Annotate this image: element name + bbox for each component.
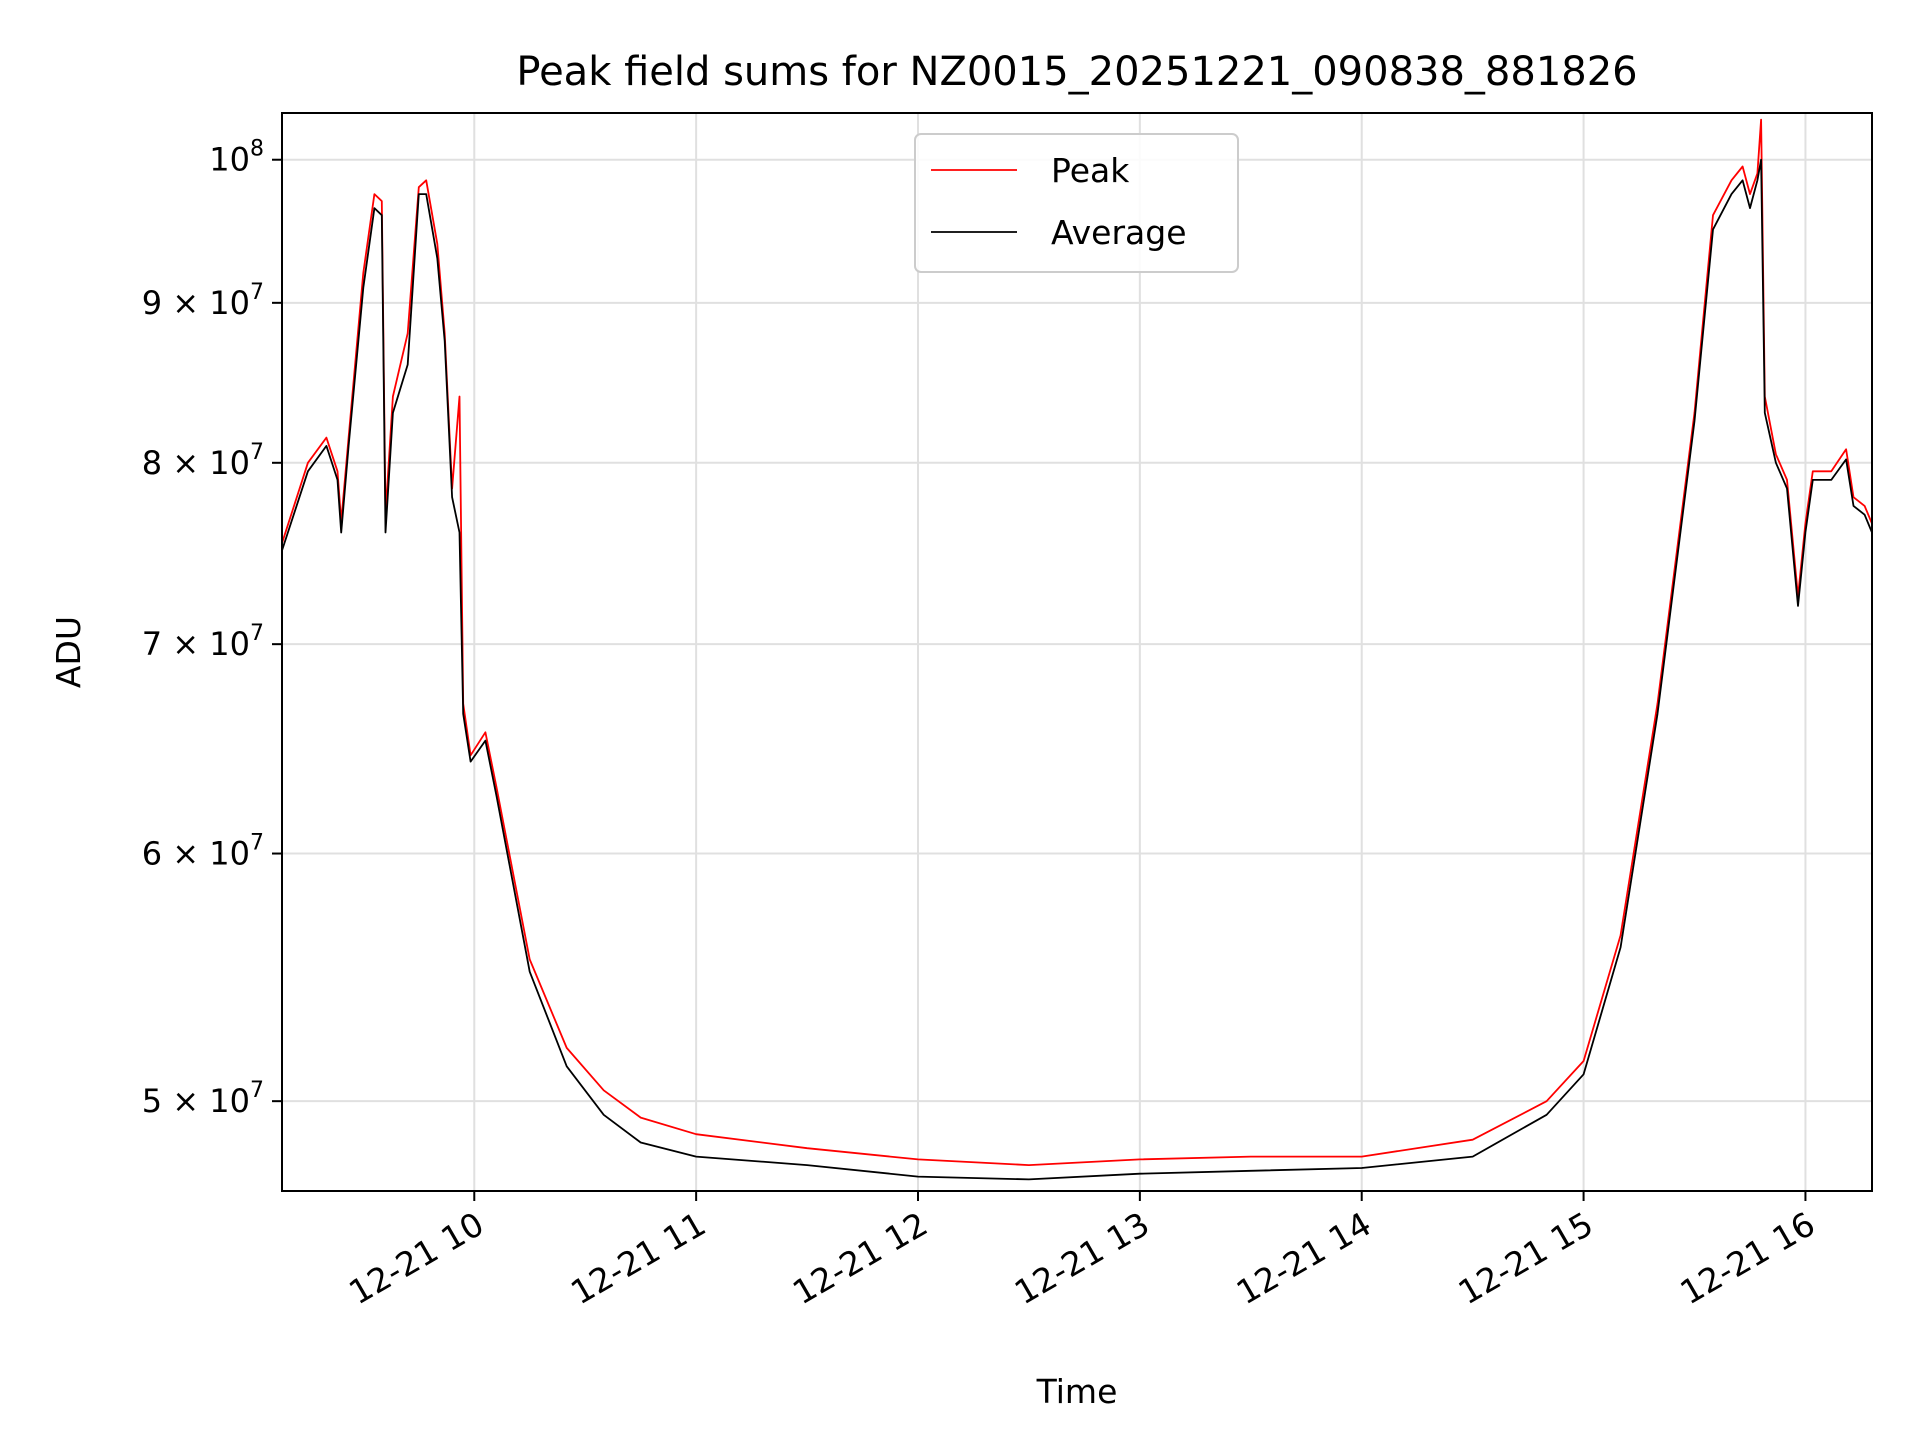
y-tick-label: 6 × 107 — [142, 831, 264, 873]
series-group — [281, 118, 1873, 1181]
y-tick-label: 5 × 107 — [142, 1078, 264, 1120]
legend: Peak Average — [914, 133, 1239, 273]
x-axis-label: Time — [1036, 1372, 1118, 1411]
chart-title: Peak field sums for NZ0015_20251221_0908… — [516, 49, 1637, 95]
y-tick-label: 9 × 107 — [142, 280, 264, 322]
series-line-average — [281, 158, 1873, 1181]
legend-label-peak: Peak — [1051, 151, 1130, 190]
grid — [282, 113, 1872, 1191]
y-tick-exponent: 7 — [250, 440, 264, 465]
y-tick-exponent: 8 — [250, 137, 264, 162]
y-tick-base: 7 × 10 — [142, 625, 250, 663]
y-tick-base: 9 × 10 — [142, 284, 250, 322]
y-axis-label: ADU — [49, 616, 88, 688]
y-tick-base: 10 — [209, 141, 250, 179]
y-tick-exponent: 7 — [250, 621, 264, 646]
y-tick-base: 6 × 10 — [142, 835, 250, 873]
legend-box — [914, 133, 1239, 273]
y-tick-exponent: 7 — [250, 1078, 264, 1103]
y-tick-base: 8 × 10 — [142, 444, 250, 482]
y-tick-label: 8 × 107 — [142, 440, 264, 482]
y-tick-base: 5 × 10 — [142, 1082, 250, 1120]
y-tick-exponent: 7 — [250, 280, 264, 305]
y-tick-label: 7 × 107 — [142, 621, 264, 663]
y-tick-label: 108 — [209, 137, 264, 179]
series-line-peak — [281, 118, 1873, 1166]
legend-label-average: Average — [1051, 213, 1187, 252]
y-tick-exponent: 7 — [250, 831, 264, 856]
plot-frame — [281, 112, 1873, 1192]
